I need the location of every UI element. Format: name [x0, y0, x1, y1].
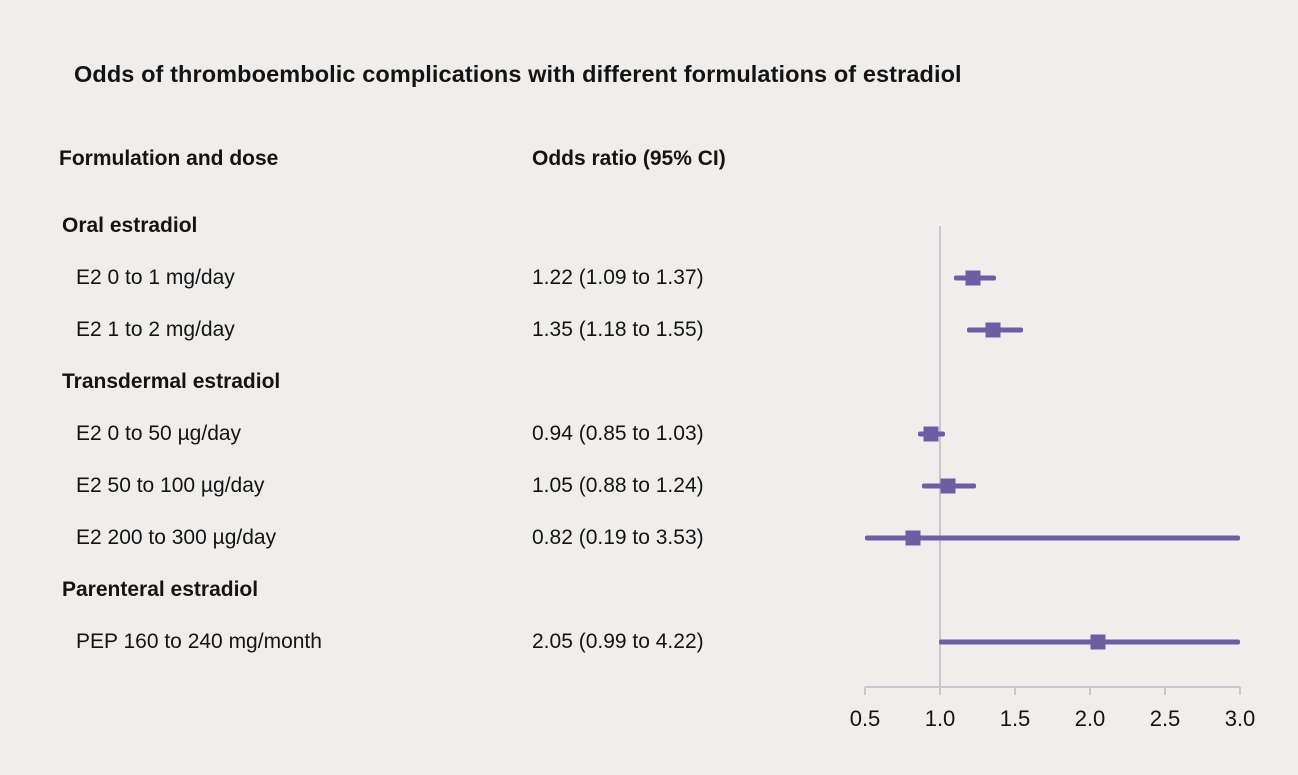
- ci-line: [938, 639, 1240, 645]
- x-axis-tick-label: 1.0: [924, 706, 956, 731]
- point-marker: [923, 426, 939, 442]
- x-axis-tick: [1239, 687, 1241, 695]
- row-estimate: 1.22 (1.09 to 1.37): [532, 266, 704, 289]
- x-axis-tick-label: 2.0: [1074, 706, 1106, 731]
- row-estimate: 0.82 (0.19 to 3.53): [532, 526, 704, 549]
- column-header-odds-ratio: Odds ratio (95% CI): [532, 147, 726, 170]
- chart-title: Odds of thromboembolic complications wit…: [74, 61, 962, 87]
- point-marker: [905, 530, 921, 546]
- row-estimate: 1.05 (0.88 to 1.24): [532, 474, 704, 497]
- row-estimate: 0.94 (0.85 to 1.03): [532, 422, 704, 445]
- row: Oral estradiol: [0, 200, 1298, 252]
- row: E2 1 to 2 mg/day 1.35 (1.18 to 1.55): [0, 304, 1298, 356]
- point-marker: [985, 322, 1000, 338]
- row: Transdermal estradiol: [0, 356, 1298, 408]
- reference-line: [939, 226, 941, 687]
- point-marker: [940, 478, 955, 494]
- x-axis-tick-label: 2.5: [1149, 706, 1181, 731]
- x-axis-tick: [1014, 687, 1016, 695]
- row: E2 200 to 300 µg/day 0.82 (0.19 to 3.53): [0, 512, 1298, 564]
- point-marker: [965, 270, 981, 286]
- x-axis-tick-label: 0.5: [849, 706, 881, 731]
- row-label: Parenteral estradiol: [62, 578, 259, 601]
- point-marker: [1090, 634, 1105, 650]
- row-estimate: 2.05 (0.99 to 4.22): [532, 630, 704, 653]
- x-axis-tick: [864, 687, 866, 695]
- x-axis-line: [865, 686, 1240, 688]
- ci-line: [865, 535, 1240, 541]
- rows: Oral estradiol E2 0 to 1 mg/day 1.22 (1.09…: [0, 200, 1298, 668]
- row: E2 0 to 50 µg/day 0.94 (0.85 to 1.03): [0, 408, 1298, 460]
- row-estimate: 1.35 (1.18 to 1.55): [532, 318, 704, 341]
- column-header-formulation: Formulation and dose: [59, 147, 279, 170]
- row-label: PEP 160 to 240 mg/month: [76, 630, 322, 653]
- x-axis-tick: [1089, 687, 1091, 695]
- row-label: E2 0 to 1 mg/day: [76, 266, 235, 289]
- row-label: Transdermal estradiol: [62, 370, 281, 393]
- row-label: Oral estradiol: [62, 214, 198, 237]
- x-axis-tick-label: 3.0: [1224, 706, 1256, 731]
- row-label: E2 0 to 50 µg/day: [76, 422, 242, 445]
- row: E2 0 to 1 mg/day 1.22 (1.09 to 1.37): [0, 252, 1298, 304]
- row-label: E2 200 to 300 µg/day: [76, 526, 277, 549]
- x-axis-tick: [939, 687, 941, 695]
- x-axis-tick-label: 1.5: [999, 706, 1031, 731]
- x-axis-tick: [1164, 687, 1166, 695]
- row-label: E2 1 to 2 mg/day: [76, 318, 235, 341]
- row: Parenteral estradiol: [0, 564, 1298, 616]
- row: E2 50 to 100 µg/day 1.05 (0.88 to 1.24): [0, 460, 1298, 512]
- row-label: E2 50 to 100 µg/day: [76, 474, 265, 497]
- row: PEP 160 to 240 mg/month 2.05 (0.99 to 4.2…: [0, 616, 1298, 668]
